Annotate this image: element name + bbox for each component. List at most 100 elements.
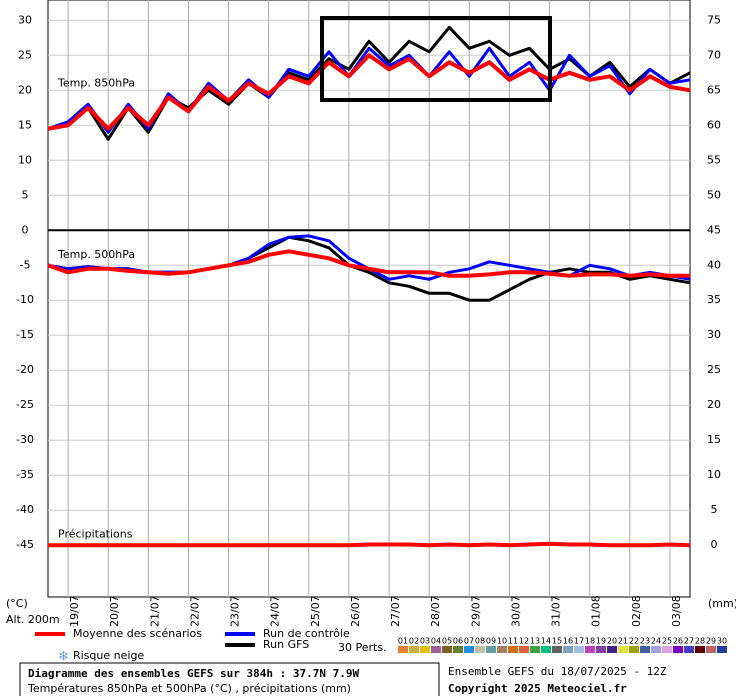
perturbation-label: 26: [673, 637, 683, 646]
perturbation-label: 20: [607, 637, 617, 646]
series-line: [47, 53, 691, 131]
y2-tick-label: 45: [707, 223, 721, 236]
perturbation-swatch: [530, 646, 540, 653]
perturbation-label: 28: [695, 637, 705, 646]
perturbation-label: 09: [486, 637, 496, 646]
y2-tick-label: 20: [707, 398, 721, 411]
perturbation-swatch: [519, 646, 529, 653]
x-tick-label: 22/07: [188, 595, 201, 627]
y2-tick-label: 0: [711, 538, 718, 551]
y-tick-label: -45: [16, 538, 34, 551]
y2-tick-label: 50: [707, 188, 721, 201]
perturbation-swatch: [453, 646, 463, 653]
perturbation-swatch: [706, 646, 716, 653]
x-tick-label: 31/07: [550, 595, 563, 627]
y-tick-label: -10: [16, 293, 34, 306]
perturbation-swatch: [486, 646, 496, 653]
plot-frame: [47, 0, 691, 598]
perturbation-label: 21: [618, 637, 628, 646]
perturbation-swatch: [475, 646, 485, 653]
y2-tick-label: 25: [707, 363, 721, 376]
x-tick-label: 03/08: [670, 595, 683, 627]
perturbation-swatch: [585, 646, 595, 653]
x-tick-label: 25/07: [309, 595, 322, 627]
y2-tick-label: 55: [707, 153, 721, 166]
perturbation-label: 14: [541, 637, 551, 646]
chart-title: Diagramme des ensembles GEFS sur 384h : …: [28, 667, 360, 680]
perturbation-swatch: [398, 646, 408, 653]
perturbation-label: 11: [508, 637, 518, 646]
y2-label: (mm): [708, 597, 736, 610]
perturbation-swatch: [651, 646, 661, 653]
x-tick-label: 02/08: [630, 595, 643, 627]
perturbation-swatch: [673, 646, 683, 653]
y-tick-label: -5: [20, 258, 31, 271]
perturbation-label: 23: [640, 637, 650, 646]
x-tick-label: 23/07: [229, 595, 242, 627]
perturbation-swatch: [541, 646, 551, 653]
y2-tick-label: 35: [707, 293, 721, 306]
y-tick-label: 20: [18, 83, 32, 96]
perturbation-swatch: [618, 646, 628, 653]
y-tick-label: 10: [18, 153, 32, 166]
y-tick-label: 15: [18, 118, 32, 131]
x-tick-label: 20/07: [108, 595, 121, 627]
perturbation-label: 12: [519, 637, 529, 646]
panel-label: Temp. 850hPa: [57, 76, 135, 89]
perturbation-label: 15: [552, 637, 562, 646]
perturbation-label: 06: [453, 637, 463, 646]
snow-icon: ❄: [58, 650, 69, 665]
perturbation-label: 30: [717, 637, 727, 646]
snow-label: Risque neige: [73, 649, 144, 662]
legend-label: Run GFS: [263, 638, 309, 651]
perturbation-swatch: [563, 646, 573, 653]
y2-tick-label: 60: [707, 118, 721, 131]
x-tick-label: 28/07: [429, 595, 442, 627]
perturbation-label: 16: [563, 637, 573, 646]
y2-tick-label: 5: [711, 503, 718, 516]
perturbation-swatch: [508, 646, 518, 653]
perturbation-swatch: [574, 646, 584, 653]
x-tick-label: 24/07: [269, 595, 282, 627]
perturbations-label: 30 Perts.: [338, 641, 387, 654]
perturbation-swatch: [629, 646, 639, 653]
y-tick-label: 0: [22, 223, 29, 236]
perturbation-swatch: [464, 646, 474, 653]
x-tick-label: 19/07: [68, 595, 81, 627]
x-tick-label: 21/07: [148, 595, 161, 627]
y-tick-label: -30: [16, 433, 34, 446]
perturbation-swatch: [552, 646, 562, 653]
perturbation-label: 24: [651, 637, 661, 646]
perturbation-swatch: [717, 646, 727, 653]
x-tick-label: 29/07: [469, 595, 482, 627]
highlight-box: [320, 16, 552, 102]
perturbation-label: 13: [530, 637, 540, 646]
info-box: [19, 662, 440, 696]
y-tick-label: -40: [16, 503, 34, 516]
series-line: [47, 249, 690, 278]
y2-tick-label: 15: [707, 433, 721, 446]
chart-subtitle: Températures 850hPa et 500hPa (°C) , pré…: [27, 682, 351, 695]
y-tick-label: 25: [18, 48, 32, 61]
y-tick-label: 30: [18, 13, 32, 26]
grid: [48, 0, 690, 597]
perturbation-label: 27: [684, 637, 694, 646]
perturbation-swatch: [420, 646, 430, 653]
y2-tick-label: 70: [707, 48, 721, 61]
perturbation-label: 25: [662, 637, 672, 646]
series-line: [48, 541, 691, 548]
perturbation-swatch: [497, 646, 507, 653]
perturbation-swatch: [695, 646, 705, 653]
perturbation-label: 05: [442, 637, 452, 646]
perturbation-label: 02: [409, 637, 419, 646]
y2-tick-label: 10: [707, 468, 721, 481]
y-tick-label: 5: [22, 188, 29, 201]
panel-label: Précipitations: [58, 528, 133, 541]
y-tick-label: -25: [16, 398, 34, 411]
x-tick-label: 26/07: [349, 595, 362, 627]
legend-label: Moyenne des scénarios: [73, 627, 202, 640]
perturbation-label: 03: [420, 637, 430, 646]
y-label: (°C): [6, 597, 28, 610]
perturbation-label: 29: [706, 637, 716, 646]
